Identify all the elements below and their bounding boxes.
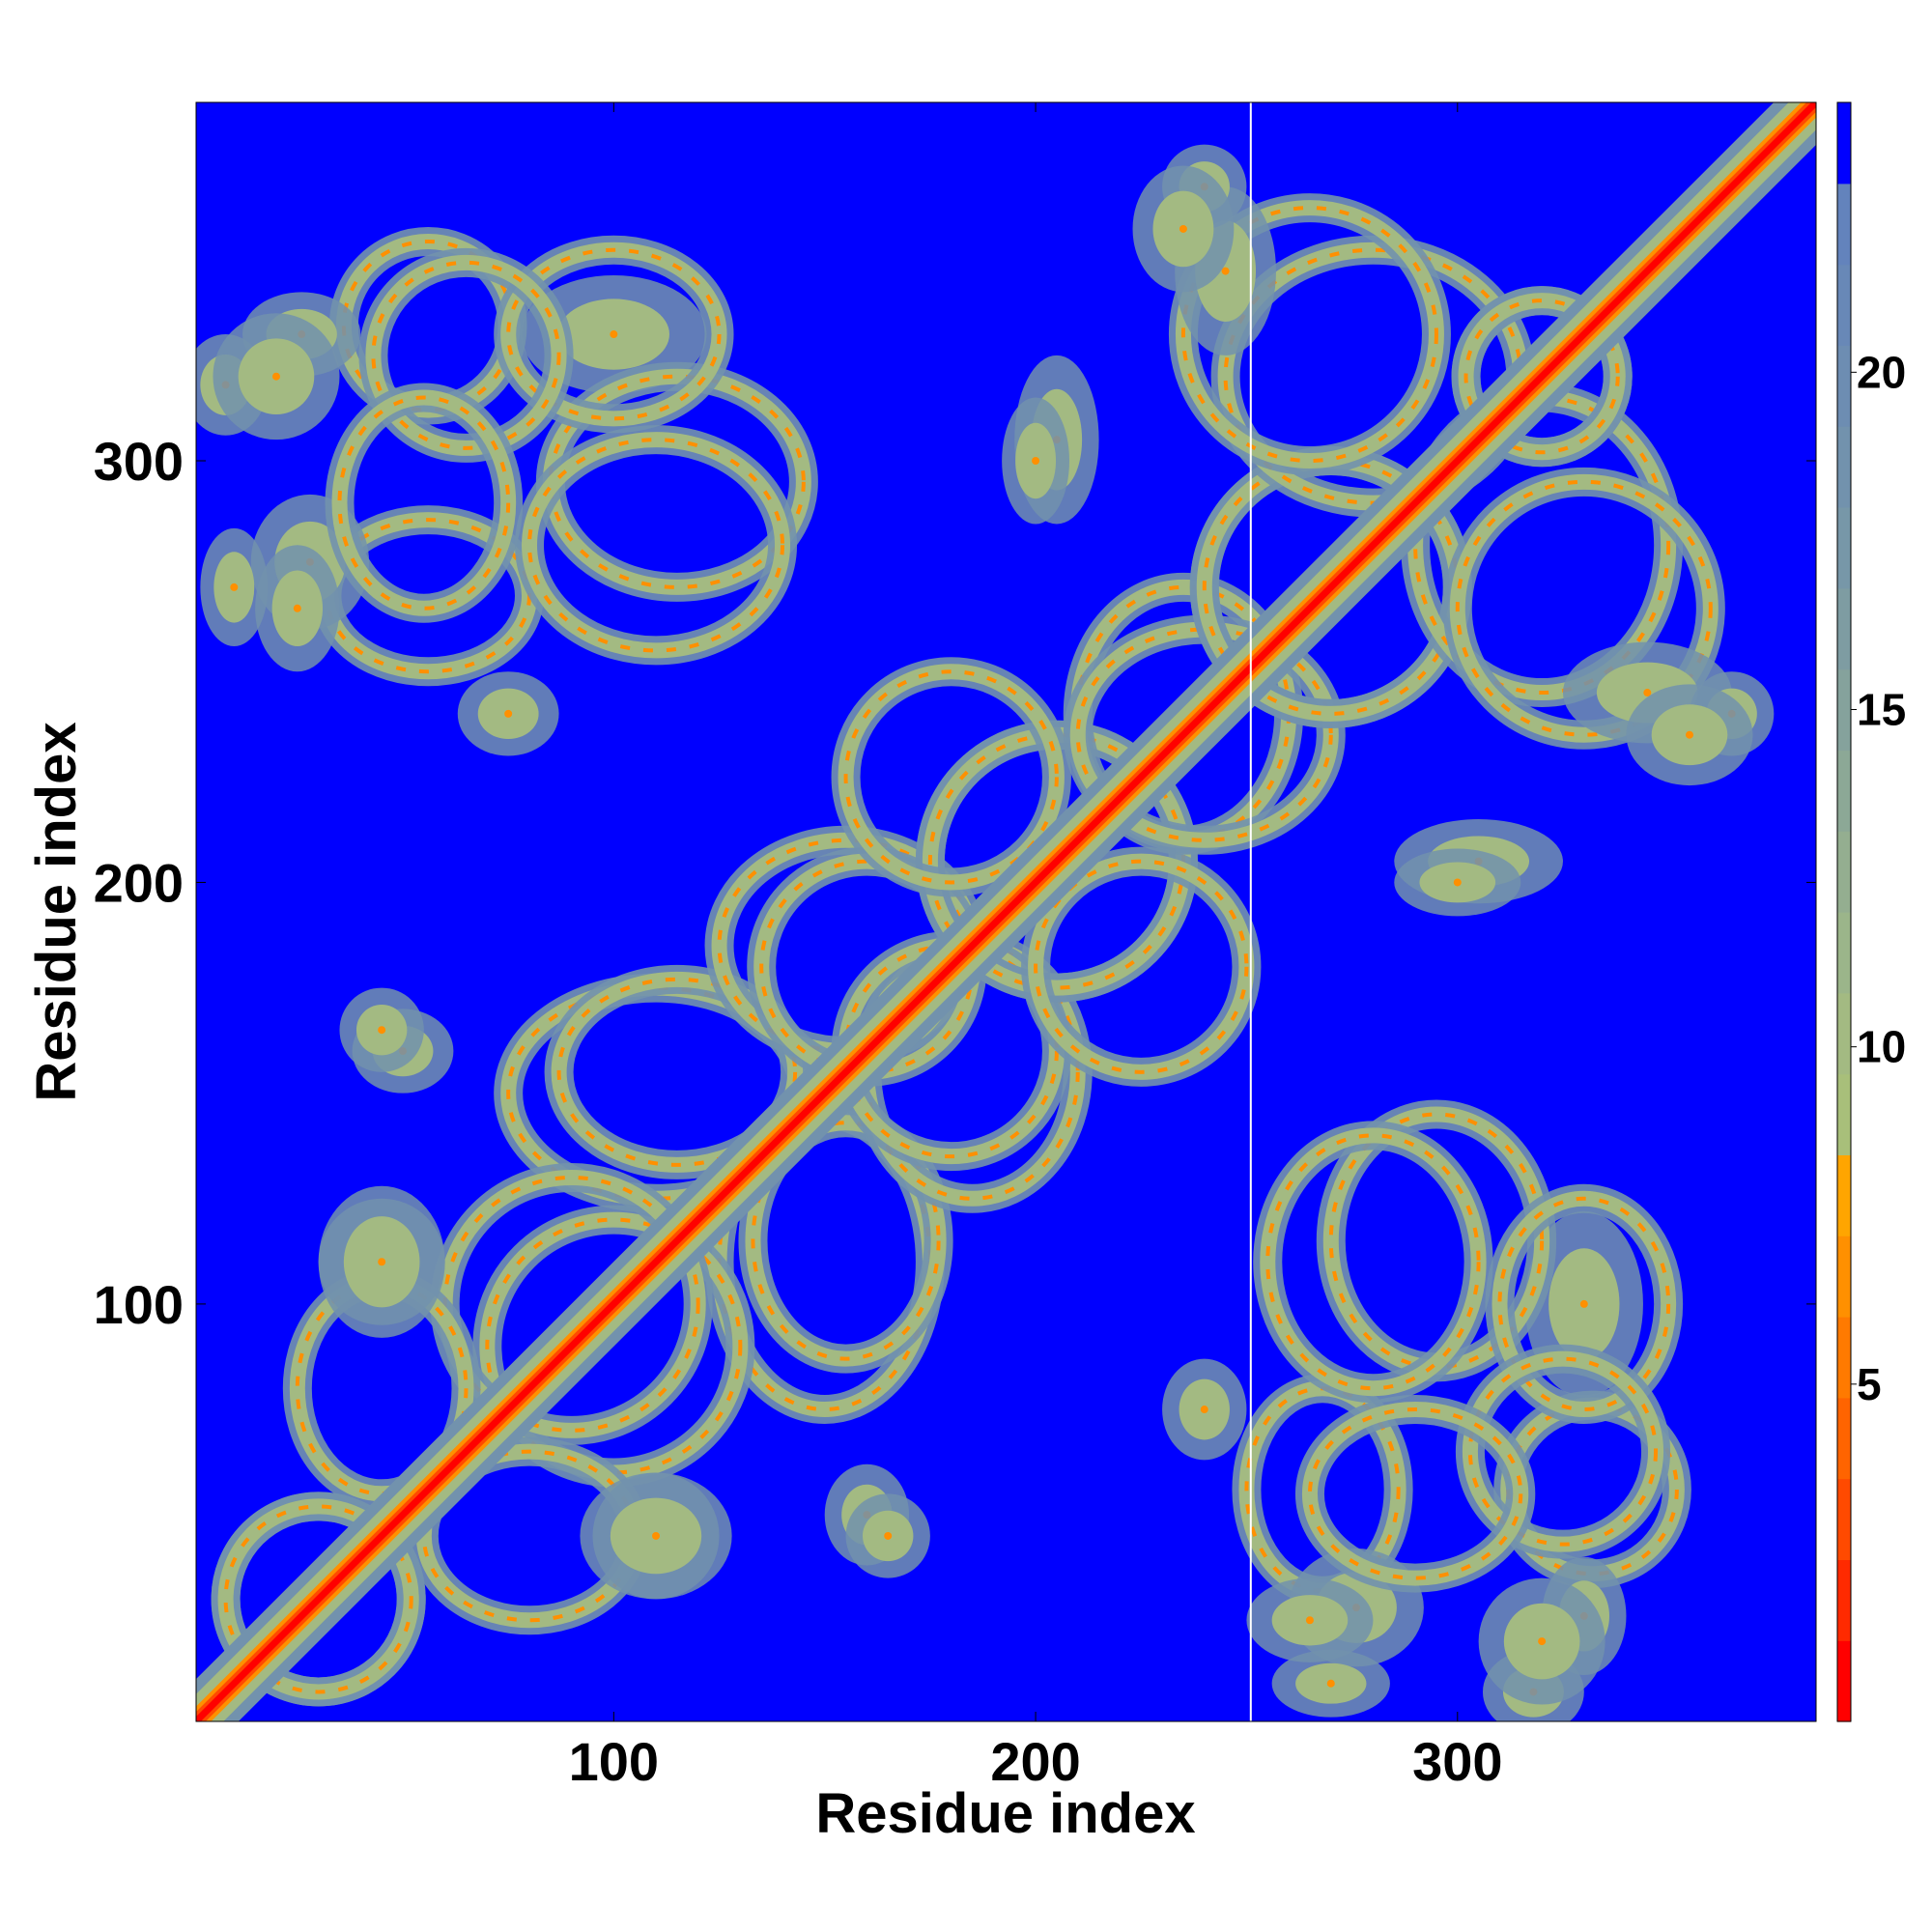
contact-cluster-21-core — [1265, 1133, 1481, 1391]
contact-cluster-11-mirror-core — [865, 943, 1080, 1201]
contact-cluster-33-core — [1200, 1406, 1208, 1414]
y-tick-label-2: 300 — [94, 431, 184, 492]
contact-cluster-30-mirror-core — [271, 372, 280, 381]
contact-cluster-23-core — [1467, 1356, 1659, 1547]
colorbar-level-2 — [1837, 1478, 1851, 1560]
colorbar-frame — [1836, 101, 1852, 1722]
contact-cluster-3-core — [610, 330, 618, 339]
contact-cluster-24-core — [1307, 1407, 1523, 1580]
contact-cluster-14-core — [1034, 859, 1249, 1074]
diagonal-band — [196, 102, 1816, 1721]
colorbar-level-11 — [1837, 750, 1851, 832]
plot-frame — [195, 101, 1817, 1722]
colorbar-ticks: 5 10 15 20 — [1851, 347, 1906, 1409]
colorbar-level-14 — [1837, 507, 1851, 589]
contact-cluster-22-core — [1497, 1196, 1671, 1412]
contact-cluster-34-core — [1032, 456, 1040, 465]
contact-cluster-19-core — [1455, 479, 1713, 737]
contact-cluster-7-mirror-core — [1328, 1112, 1545, 1370]
contact-cluster-26-mirror-core — [223, 1504, 413, 1694]
colorbar-level-4 — [1837, 1317, 1851, 1399]
contact-cluster-37-core — [1685, 730, 1693, 739]
contact-cluster-21-mirror-core — [527, 438, 785, 653]
colorbar-level-7 — [1837, 1073, 1851, 1155]
colorbar-tick-label-1: 10 — [1857, 1022, 1906, 1072]
contact-cluster-9-core — [485, 1217, 743, 1475]
contact-cluster-19-mirror-core — [1180, 206, 1438, 463]
colorbar-tick-label-3: 20 — [1857, 347, 1906, 397]
contact-cluster-3-mirror-core — [1579, 1299, 1588, 1308]
contact-cluster-28-core — [652, 1531, 661, 1540]
contact-cluster-30-core — [1538, 1637, 1547, 1646]
colorbar-level-8 — [1837, 992, 1851, 1075]
x-tick-label-2: 300 — [1412, 1731, 1502, 1792]
contact-cluster-10-mirror-core — [556, 977, 798, 1167]
y-tick-label-1: 200 — [94, 852, 184, 913]
colorbar-level-13 — [1837, 587, 1851, 670]
contact-cluster-36-core — [884, 1531, 893, 1540]
contact-cluster-33-mirror-core — [504, 709, 513, 718]
contact-cluster-14-mirror-core — [843, 669, 1059, 885]
contact-cluster-23-mirror-core — [371, 260, 561, 450]
colorbar-level-3 — [1837, 1397, 1851, 1480]
contact-cluster-10-core — [751, 1121, 941, 1361]
contact-cluster-28-mirror-core — [378, 1258, 386, 1266]
colorbar-level-19 — [1837, 102, 1851, 185]
heatmap-plot-area — [195, 101, 1817, 1722]
colorbar-level-10 — [1837, 831, 1851, 913]
x-tick-label-0: 100 — [569, 1731, 659, 1792]
colorbar-level-9 — [1837, 912, 1851, 994]
contact-clusters — [196, 144, 1775, 1721]
colorbar — [1836, 101, 1852, 1722]
contact-cluster-6-core — [230, 582, 239, 591]
colorbar-level-1 — [1837, 1559, 1851, 1641]
y-axis-title: Residue index — [25, 722, 88, 1101]
contact-cluster-17-mirror-core — [1413, 395, 1671, 696]
colorbar-tick-label-2: 15 — [1857, 685, 1906, 735]
colorbar-level-17 — [1837, 264, 1851, 346]
colorbar-level-0 — [1837, 1640, 1851, 1722]
diagonal-core — [196, 102, 1816, 1721]
colorbar-level-12 — [1837, 668, 1851, 751]
contact-cluster-29-mirror-core — [293, 604, 301, 612]
contact-cluster-34-mirror-core — [1453, 878, 1462, 887]
contact-cluster-29-core — [1305, 1616, 1314, 1625]
x-axis-title: Residue index — [815, 1782, 1195, 1845]
contact-cluster-37-mirror-core — [1179, 224, 1187, 233]
contact-cluster-36-mirror-core — [378, 1026, 386, 1035]
colorbar-level-16 — [1837, 345, 1851, 427]
colorbar-level-18 — [1837, 183, 1851, 266]
contact-cluster-7-core — [548, 374, 806, 589]
y-axis-ticks: 100 200 300 — [94, 431, 1816, 1335]
contact-cluster-6-mirror-core — [1326, 1679, 1335, 1688]
colorbar-level-5 — [1837, 1236, 1851, 1318]
colorbar-level-6 — [1837, 1154, 1851, 1236]
contact-cluster-22-mirror-core — [506, 247, 722, 421]
x-axis-ticks: 100 200 300 — [569, 102, 1503, 1792]
x-tick-label-1: 200 — [990, 1731, 1080, 1792]
y-tick-label-0: 100 — [94, 1274, 184, 1335]
contact-cluster-24-mirror-core — [337, 395, 511, 611]
contact-cluster-20-core — [1221, 267, 1230, 275]
contact-cluster-18-mirror-core — [1463, 298, 1620, 455]
contact-cluster-15-mirror-core — [1075, 627, 1333, 842]
contact-cluster-20-mirror-core — [1643, 689, 1652, 697]
colorbar-level-15 — [1837, 426, 1851, 508]
colorbar-tick-label-0: 5 — [1857, 1359, 1882, 1409]
